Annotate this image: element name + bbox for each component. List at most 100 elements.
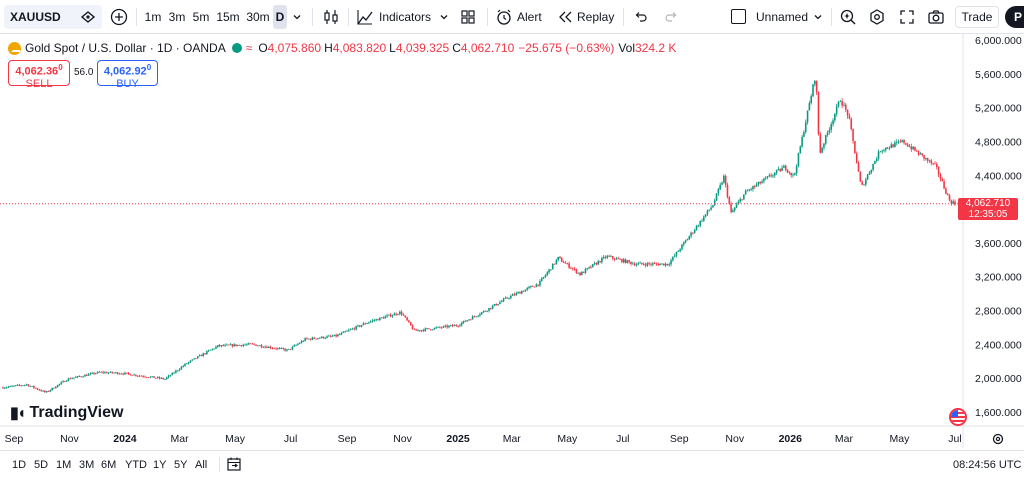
legend-title[interactable]: Gold Spot / U.S. Dollar · 1D · OANDA <box>25 41 226 55</box>
candle-body <box>908 146 911 148</box>
candle-body <box>322 336 325 339</box>
candle-body <box>590 266 592 268</box>
candle-body <box>384 316 387 319</box>
range-3m[interactable]: 3M <box>79 459 95 471</box>
range-5d[interactable]: 5D <box>34 459 49 471</box>
interval-5m[interactable]: 5m <box>192 10 210 24</box>
time-axis-label: May <box>890 433 911 445</box>
time-axis-label: May <box>225 433 246 445</box>
candle-body <box>599 261 601 263</box>
range-1d[interactable]: 1D <box>12 459 27 471</box>
interval-15m[interactable]: 15m <box>216 10 240 24</box>
layout-chevron-down-icon[interactable] <box>811 5 825 29</box>
time-axis-label: 2025 <box>446 433 470 445</box>
candle-body <box>22 385 24 387</box>
tradingview-logo[interactable]: ▮◖ TradingView <box>10 403 123 423</box>
redo-icon[interactable] <box>662 5 680 29</box>
toolbar-separator <box>487 8 488 26</box>
sell-button[interactable]: 4,062.360 SELL <box>8 60 70 90</box>
candle-body <box>147 377 150 379</box>
candle-body <box>708 209 711 211</box>
price-chart[interactable]: 6,000.000 5,600.000 5,200.000 4,800.000 4,40… <box>0 34 1024 448</box>
candle-body <box>397 314 399 316</box>
time-axis-label: Sep <box>670 433 689 445</box>
settings-gear-icon[interactable] <box>867 5 887 29</box>
candle-body <box>646 263 649 266</box>
candle-body <box>31 386 33 387</box>
candle-body <box>551 263 554 270</box>
candle-body <box>402 314 405 316</box>
axis-settings-gear-icon[interactable] <box>991 432 1005 449</box>
candle-body <box>242 344 245 347</box>
candle-body <box>531 286 534 287</box>
candle-body <box>875 158 878 162</box>
legend-wave-icon: ≈ <box>245 41 253 55</box>
candle-body <box>530 286 532 287</box>
fullscreen-icon[interactable] <box>897 5 917 29</box>
interval-1m[interactable]: 1m <box>144 10 162 24</box>
add-symbol-icon[interactable] <box>108 5 130 29</box>
candle-body <box>553 263 556 265</box>
interval-chevron-down-icon[interactable] <box>290 5 304 29</box>
close-value: 4,062.710 <box>460 41 515 55</box>
candle-body <box>187 362 190 364</box>
range-ytd[interactable]: YTD <box>125 459 147 471</box>
interval-30m[interactable]: 30m <box>246 10 270 24</box>
layout-grid-icon[interactable] <box>457 5 479 29</box>
replay-button[interactable]: Replay <box>557 5 617 29</box>
trade-button[interactable]: Trade <box>955 6 999 28</box>
buy-button[interactable]: 4,062.920 BUY <box>97 60 158 90</box>
candle-body <box>253 343 255 345</box>
candle-body <box>932 163 934 165</box>
chart-area[interactable]: 6,000.000 5,600.000 5,200.000 4,800.000 4,40… <box>0 34 1024 448</box>
compare-symbol-icon[interactable] <box>80 9 96 25</box>
candle-body <box>621 259 623 263</box>
candle-body <box>222 345 225 346</box>
candle-body <box>118 373 121 375</box>
candle-body <box>42 390 44 392</box>
time-axis-label: Mar <box>835 433 854 445</box>
price-axis-label: 5,200.000 <box>975 103 1022 115</box>
range-all[interactable]: All <box>195 459 208 471</box>
candle-body <box>952 201 954 204</box>
candle-body <box>13 385 15 387</box>
price-axis-label: 2,800.000 <box>975 306 1022 318</box>
range-6m[interactable]: 6M <box>101 459 117 471</box>
candle-body <box>24 384 26 386</box>
candle-body <box>368 322 370 324</box>
us-flag-icon[interactable] <box>949 408 967 426</box>
indicators-button[interactable]: Indicators <box>356 5 432 29</box>
candle-body <box>879 151 882 153</box>
candle-body <box>817 92 820 135</box>
quick-search-icon[interactable] <box>838 5 858 29</box>
candle-body <box>540 278 543 281</box>
candle-body <box>513 294 516 296</box>
interval-d[interactable]: D <box>273 5 287 29</box>
undo-icon[interactable] <box>632 5 650 29</box>
candle-body <box>369 321 372 323</box>
candles-icon[interactable] <box>320 5 342 29</box>
utc-clock[interactable]: 08:24:56 UTC <box>953 459 1022 471</box>
candle-body <box>80 376 83 378</box>
interval-3m[interactable]: 3m <box>168 10 186 24</box>
range-1m[interactable]: 1M <box>56 459 72 471</box>
candle-body <box>353 328 356 330</box>
candle-body <box>422 330 425 331</box>
layout-name[interactable]: Unnamed <box>756 10 809 24</box>
candle-body <box>704 214 707 217</box>
publish-button[interactable]: P <box>1005 6 1024 28</box>
date-range-calendar-icon[interactable] <box>226 456 242 475</box>
candle-body <box>743 194 745 200</box>
indicators-chevron-down-icon[interactable] <box>437 5 451 29</box>
layout-square-icon[interactable] <box>731 9 746 24</box>
snapshot-camera-icon[interactable] <box>925 5 947 29</box>
alert-button[interactable]: Alert <box>495 5 547 29</box>
symbol-search[interactable]: XAUUSD <box>4 5 102 29</box>
candle-body <box>196 356 199 359</box>
range-5y[interactable]: 5Y <box>174 459 188 471</box>
candle-body <box>568 263 570 268</box>
chart-legend: Gold Spot / U.S. Dollar · 1D · OANDA ≈ O… <box>8 40 676 56</box>
candle-body <box>462 320 465 323</box>
range-1y[interactable]: 1Y <box>153 459 167 471</box>
candle-body <box>717 189 720 194</box>
